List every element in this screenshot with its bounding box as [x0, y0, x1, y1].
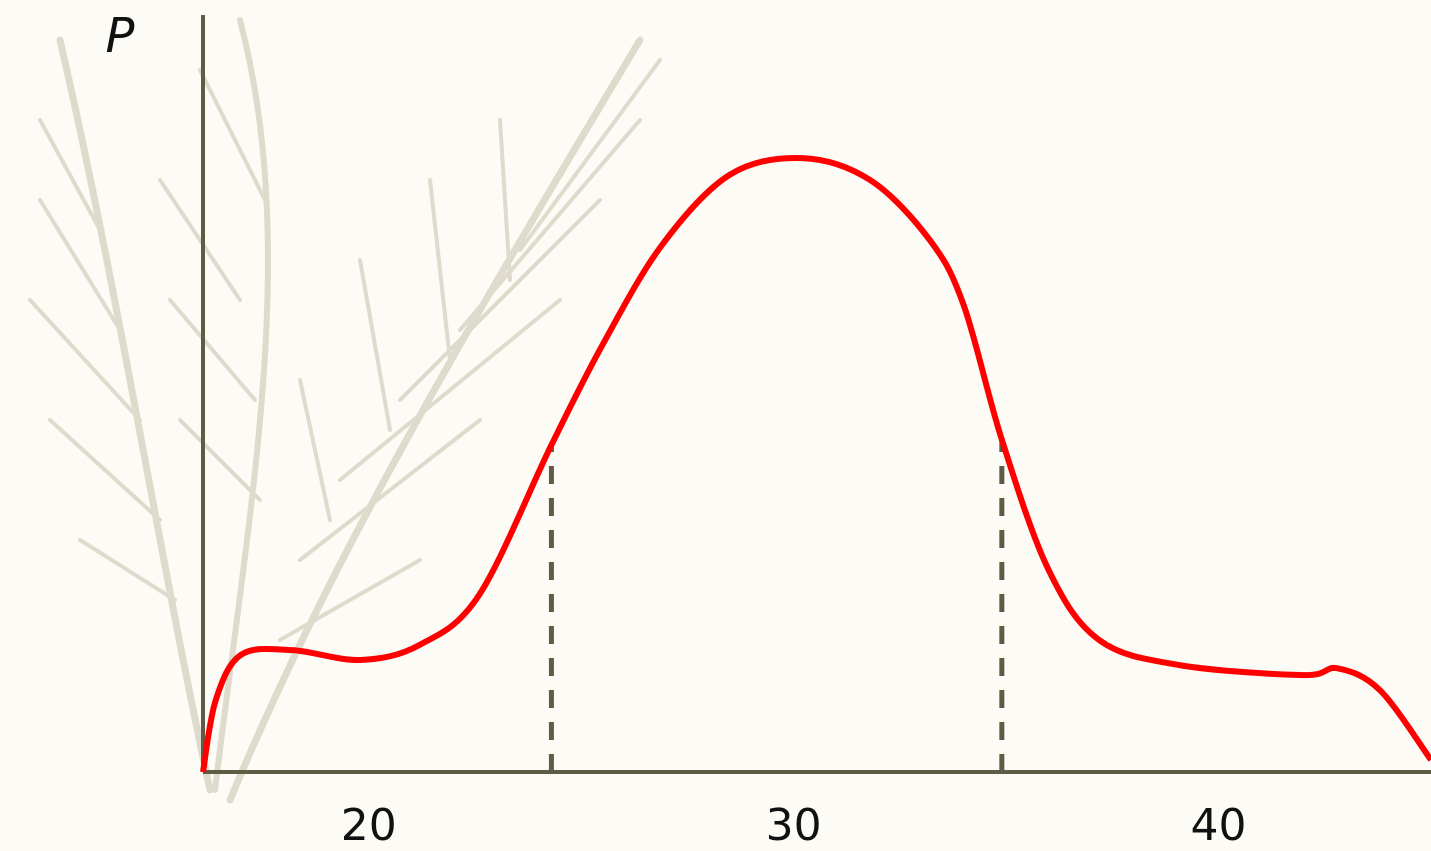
plot: 20 30 40: [200, 154, 1431, 851]
x-tick-label: 20: [341, 800, 397, 851]
x-tick-label: 30: [766, 800, 822, 851]
x-tick-label: 40: [1191, 800, 1247, 851]
y-axis-label: P: [106, 8, 135, 64]
curve: [200, 154, 1431, 773]
